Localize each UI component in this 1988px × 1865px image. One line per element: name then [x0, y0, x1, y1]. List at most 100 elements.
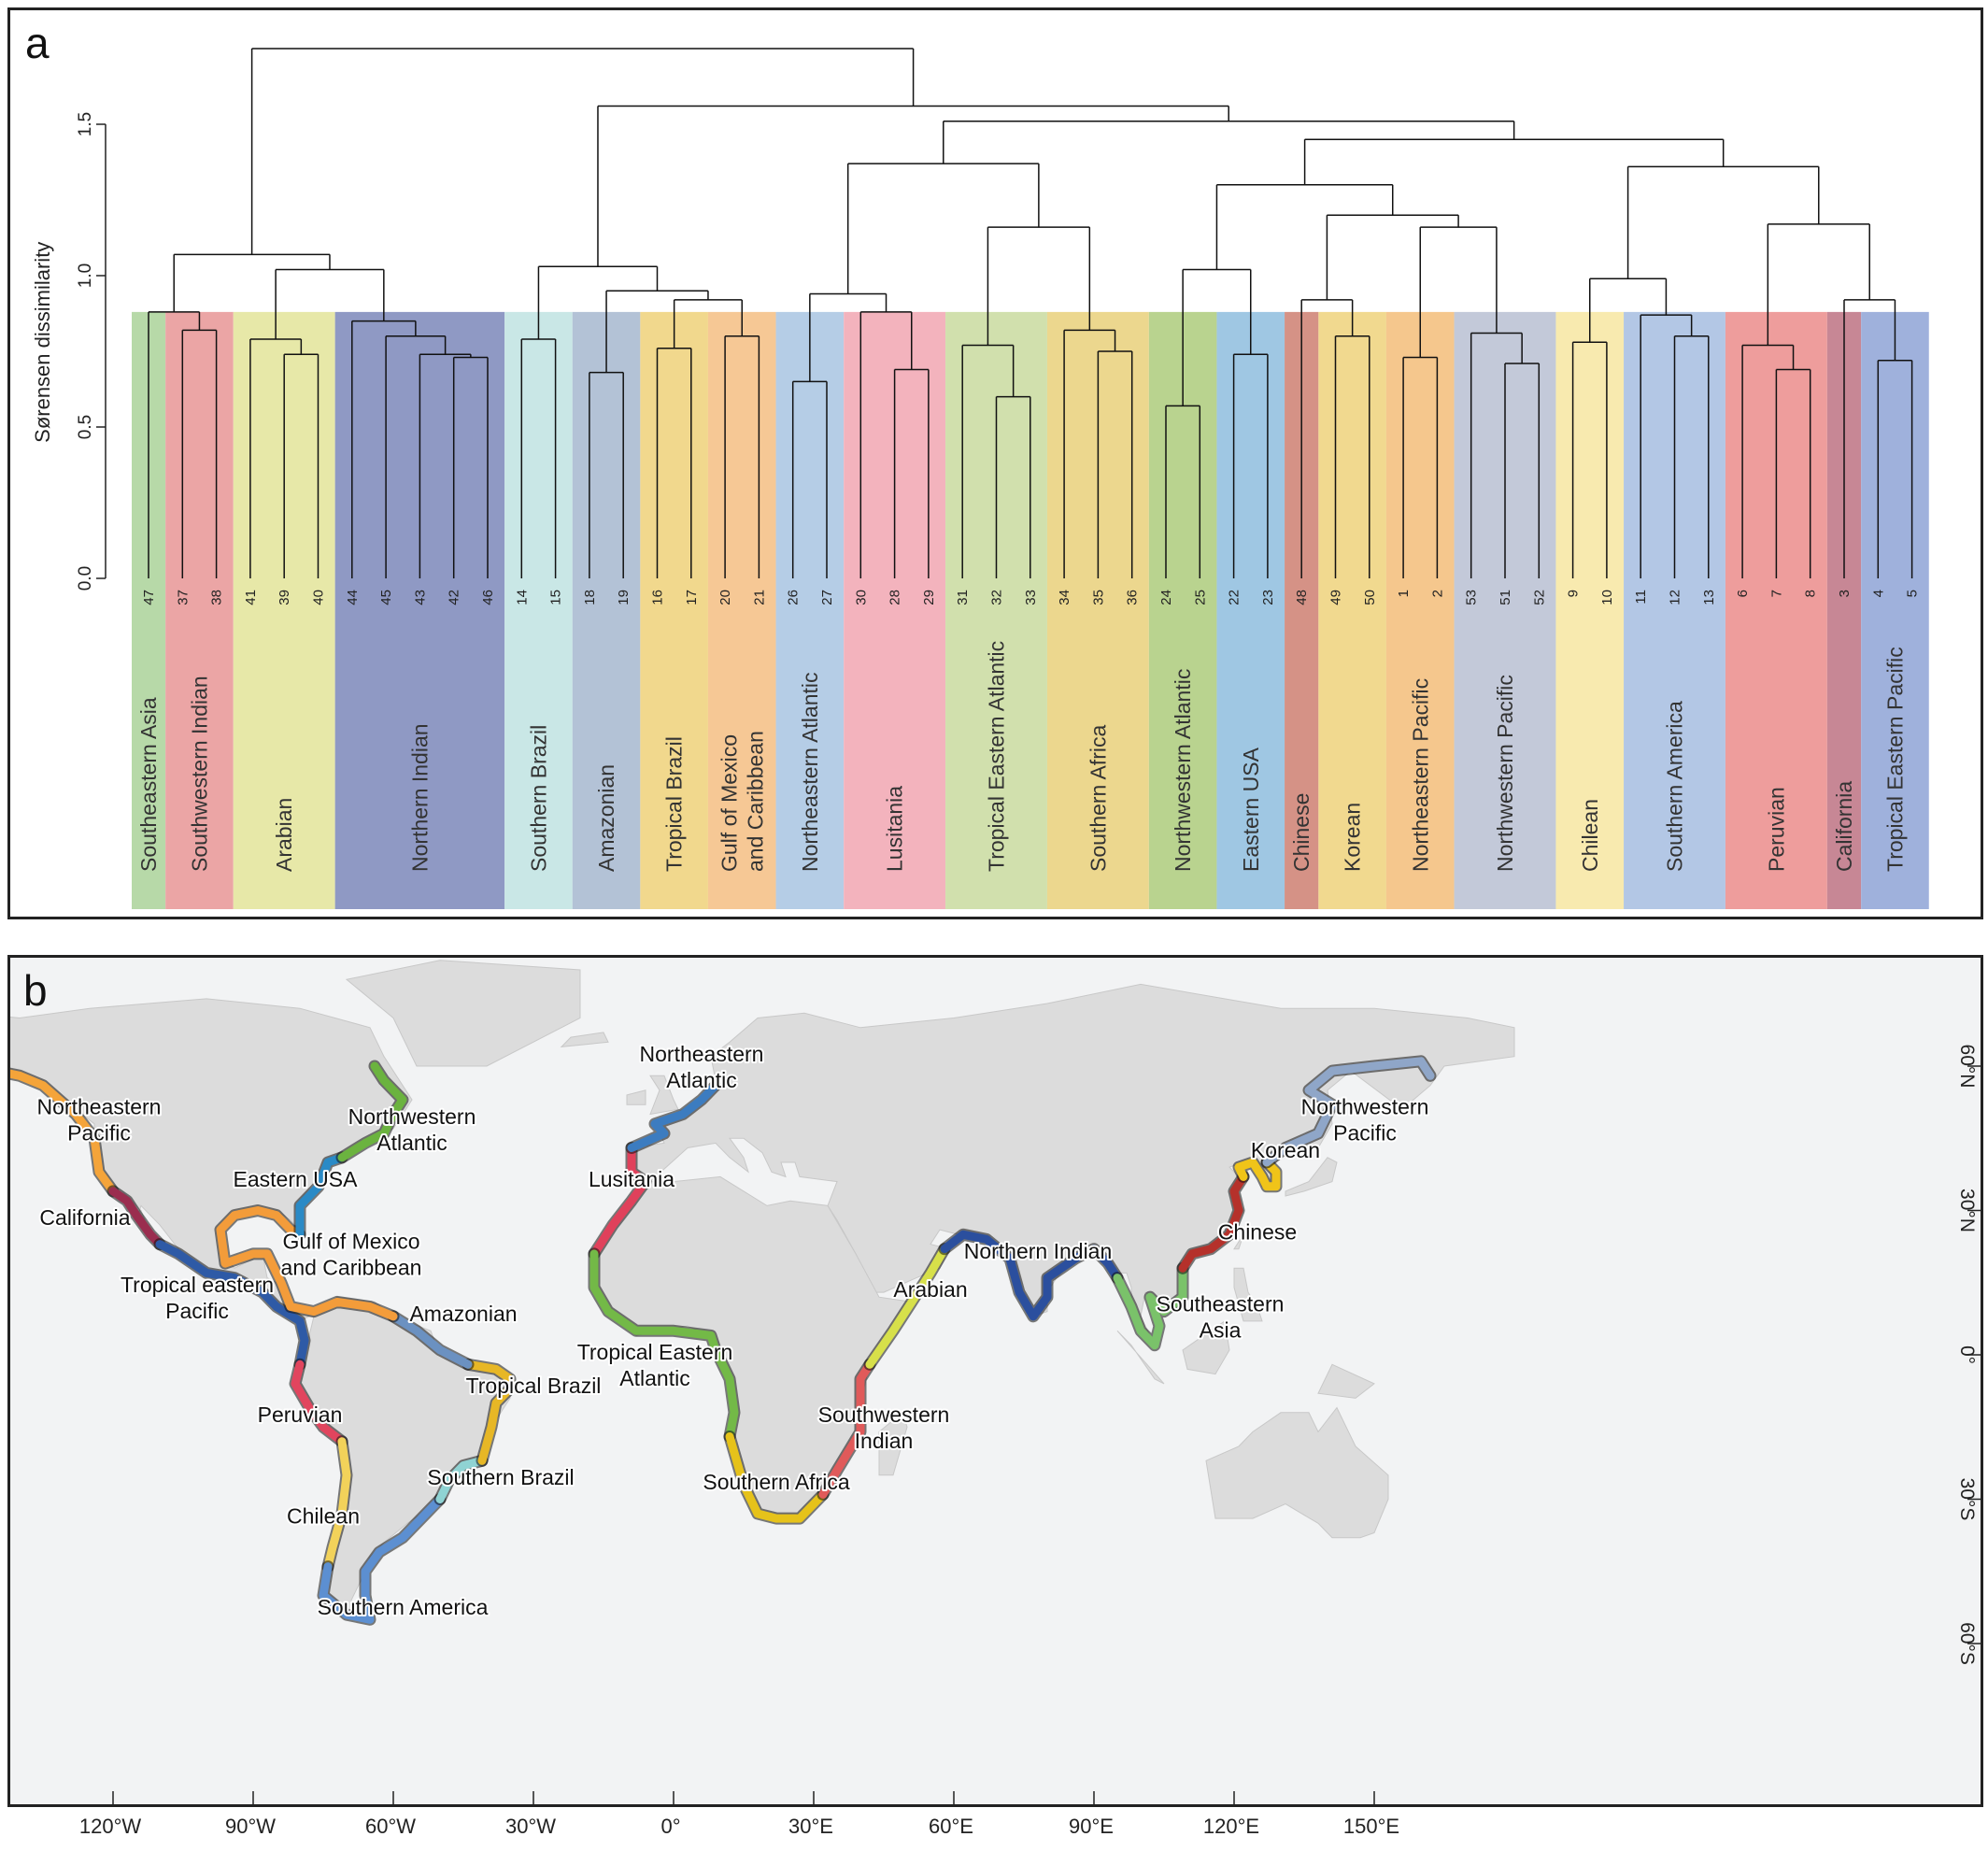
- province-band-label-line: Peruvian: [1764, 787, 1788, 872]
- province-map-label-line: Peruvian: [258, 1402, 343, 1427]
- province-map-label-line: Southern Africa: [703, 1470, 849, 1494]
- province-band-label: Amazonian: [594, 764, 618, 872]
- province-band-label-line: Southwestern Indian: [187, 676, 211, 872]
- province-band-label: Chinese: [1289, 793, 1314, 872]
- panel-a-dendrogram: a Southeastern Asia Southwestern Indian Ar…: [7, 7, 1983, 919]
- coast-segment: [295, 1153, 347, 1239]
- province-map-label: Southeastern Asia: [1157, 1292, 1285, 1343]
- province-band-label-line: California: [1832, 781, 1856, 872]
- coast-segment: [627, 1081, 720, 1152]
- coast-segment: [155, 1240, 309, 1369]
- province-map-label-line: Amazonian: [409, 1302, 517, 1326]
- province-map-label: Southern Africa: [703, 1470, 849, 1494]
- coast-segment: [216, 1206, 398, 1321]
- longitude-label: 120°W: [78, 1815, 142, 1838]
- province-map-label-line: Southern Brazil: [427, 1465, 574, 1489]
- province-map-label-line: Northwestern: [348, 1104, 476, 1129]
- leaf-label: 44: [345, 590, 361, 605]
- province-band-label-line: Northwestern Atlantic: [1171, 669, 1195, 872]
- province-band-label: Northwestern Atlantic: [1171, 669, 1195, 872]
- leaf-label: 30: [853, 590, 869, 605]
- longitude-label: 120°E: [1202, 1815, 1260, 1838]
- y-tick-label: 0.5: [76, 415, 95, 439]
- province-band-label-line: Northeastern Atlantic: [798, 672, 822, 872]
- province-band-label: Southern Brazil: [526, 725, 550, 872]
- province-band: [1148, 311, 1217, 909]
- province-band-label-line: Arabian: [272, 798, 296, 872]
- longitude-label: 90°E: [1069, 1815, 1114, 1838]
- province-band-label: Tropical Eastern Pacific: [1882, 647, 1907, 872]
- province-map-label: Amazonian: [409, 1302, 517, 1326]
- leaf-label: 43: [412, 590, 428, 605]
- province-band-label: Tropical Brazil: [662, 736, 687, 872]
- latitude-label: 30°S: [1956, 1478, 1978, 1521]
- land-shape: [345, 960, 581, 1067]
- province-band: [1385, 311, 1455, 909]
- latitude-label: 30°N: [1956, 1189, 1978, 1232]
- province-map-label: Tropical Brazil: [466, 1374, 602, 1398]
- province-map-label: Northern Indian: [964, 1239, 1113, 1263]
- province-band-label: Eastern USA: [1239, 747, 1263, 872]
- leaf-label: 6: [1735, 590, 1751, 597]
- leaf-label: 49: [1328, 590, 1344, 605]
- province-band-label: Northern Indian: [407, 723, 432, 872]
- leaf-label: 47: [141, 590, 157, 605]
- province-map-label-line: Northwestern: [1301, 1095, 1429, 1119]
- province-map-label-line: Atlantic: [376, 1131, 447, 1155]
- province-map-label: Northwestern Atlantic: [348, 1104, 476, 1155]
- land-shape: [1285, 1157, 1338, 1197]
- leaf-label: 8: [1803, 590, 1819, 597]
- longitude-label: 30°W: [504, 1815, 557, 1838]
- province-band: [1861, 311, 1929, 909]
- province-map-label: Arabian: [893, 1277, 967, 1302]
- coast-segment: [108, 1187, 164, 1249]
- province-band-label-line: Amazonian: [594, 764, 618, 872]
- leaf-label: 21: [751, 590, 767, 605]
- leaf-label: 36: [1125, 590, 1141, 605]
- province-band: [572, 311, 641, 909]
- province-map-label: Northeastern Pacific: [37, 1095, 162, 1146]
- province-map-label: Southern America: [318, 1595, 489, 1619]
- coast-segment: [1178, 1172, 1248, 1273]
- leaf-label: 40: [311, 590, 327, 605]
- y-tick-label: 1.0: [76, 263, 95, 288]
- province-map-label-line: Southeastern: [1157, 1292, 1285, 1317]
- coast-segment: [725, 1432, 828, 1523]
- leaf-label: 18: [582, 590, 598, 605]
- province-map-label: Southwestern Indian: [818, 1402, 950, 1453]
- province-band-label: Southwestern Indian: [187, 676, 211, 872]
- leaf-label: 28: [888, 590, 903, 605]
- leaf-label: 11: [1633, 590, 1649, 605]
- province-band-label-line: Southern Brazil: [526, 725, 550, 872]
- leaf-label: 35: [1090, 590, 1106, 605]
- y-tick-label: 0.0: [76, 566, 95, 591]
- province-band-label-line: and Caribbean: [743, 731, 767, 872]
- map-longitude-axis: 120°W 90°W 60°W 30°W 0° 30°E 60°E 90°E 120°E 150°…: [0, 1809, 1988, 1865]
- land-shape: [1182, 1320, 1230, 1375]
- province-map-label-line: Atlantic: [619, 1366, 689, 1390]
- province-band: [707, 311, 776, 909]
- panel-b-world-map: Northeastern Pacific California Tropical ea…: [7, 955, 1983, 1807]
- leaf-label: 25: [1192, 590, 1208, 605]
- leaf-label: 2: [1429, 590, 1445, 597]
- longitude-label: 60°E: [929, 1815, 973, 1838]
- land-shape: [1116, 1330, 1165, 1385]
- province-band-label: Southern Africa: [1086, 725, 1110, 872]
- province-map-label-line: Chinese: [1218, 1219, 1297, 1244]
- province-map-label: Northwestern Pacific: [1301, 1095, 1429, 1146]
- province-map-label-line: Asia: [1200, 1318, 1242, 1343]
- leaf-label: 24: [1158, 590, 1174, 605]
- panel-letter-a: a: [25, 19, 50, 67]
- province-band-label: Southeastern Asia: [136, 697, 161, 872]
- province-band-label: Southern America: [1663, 701, 1687, 872]
- leaf-label: 33: [1023, 590, 1039, 605]
- province-band: [640, 311, 708, 909]
- coast-segment: [463, 1360, 515, 1465]
- province-map-label: Chinese: [1218, 1219, 1297, 1244]
- leaf-label: 19: [616, 590, 632, 605]
- coast-segment: [1234, 1158, 1281, 1191]
- land-shape: [878, 1411, 908, 1476]
- latitude-label: 60°N: [1956, 1045, 1978, 1089]
- leaf-label: 17: [684, 590, 700, 605]
